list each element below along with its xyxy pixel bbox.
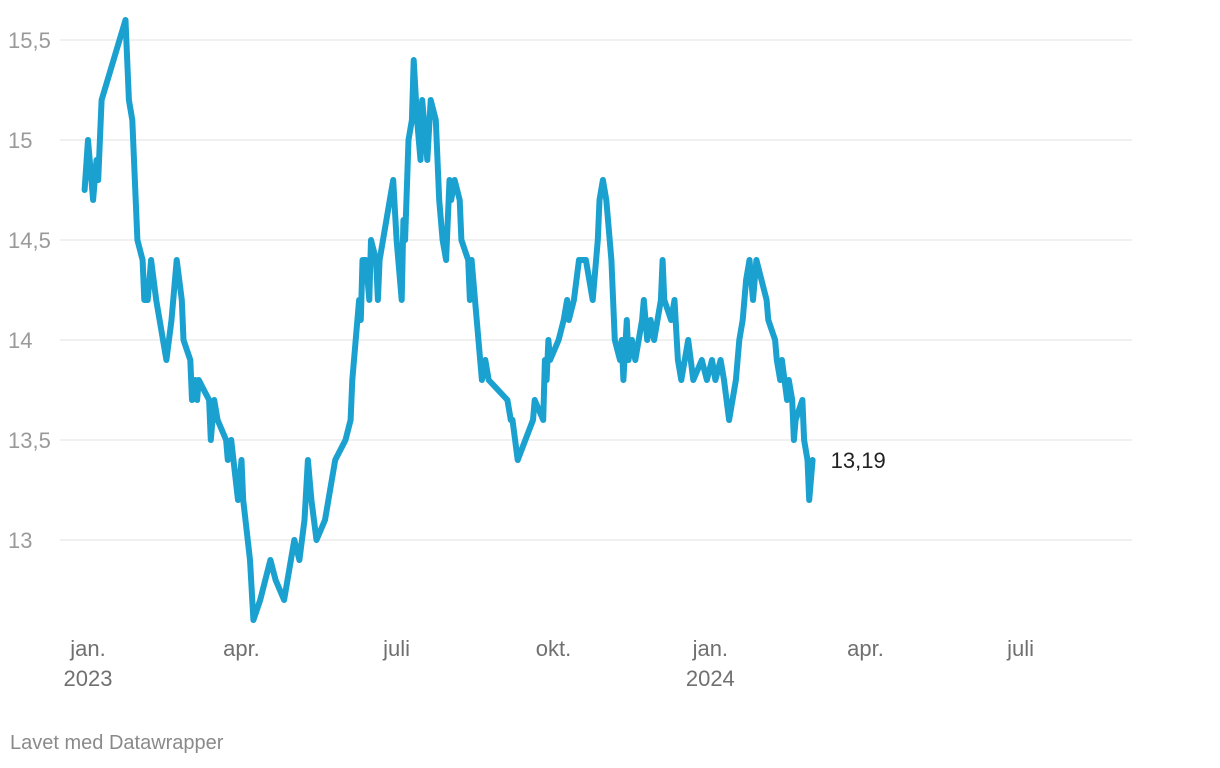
series-layer	[81, 17, 816, 623]
y-tick-label: 15	[8, 128, 32, 153]
x-tick-label: jan.	[692, 636, 728, 661]
x-tick-label: jan.	[69, 636, 105, 661]
y-tick-label: 13,5	[8, 428, 51, 453]
x-tick-label: juli	[382, 636, 410, 661]
x-tick-label: apr.	[847, 636, 884, 661]
x-tick-year-label: 2023	[64, 666, 113, 691]
credit-text: Lavet med Datawrapper	[10, 732, 224, 754]
y-tick-label: 14,5	[8, 228, 51, 253]
x-tick-label: okt.	[536, 636, 571, 661]
y-tick-label: 14	[8, 328, 32, 353]
x-tick-label: juli	[1006, 636, 1034, 661]
end-label-layer: 13,19	[831, 448, 886, 473]
y-tick-label: 13	[8, 528, 32, 553]
x-tick-label: apr.	[223, 636, 260, 661]
end-value-label: 13,19	[831, 448, 886, 473]
series-line-0	[81, 17, 816, 623]
y-tick-label: 15,5	[8, 28, 51, 53]
x-axis-labels: jan. 2023 apr. juli okt. jan. 2024 apr. juli	[64, 636, 1035, 691]
x-tick-year-label: 2024	[686, 666, 735, 691]
y-axis-labels: 13 13,5 14 14,5 15 15,5	[8, 28, 51, 553]
gridlines	[60, 39, 1132, 541]
